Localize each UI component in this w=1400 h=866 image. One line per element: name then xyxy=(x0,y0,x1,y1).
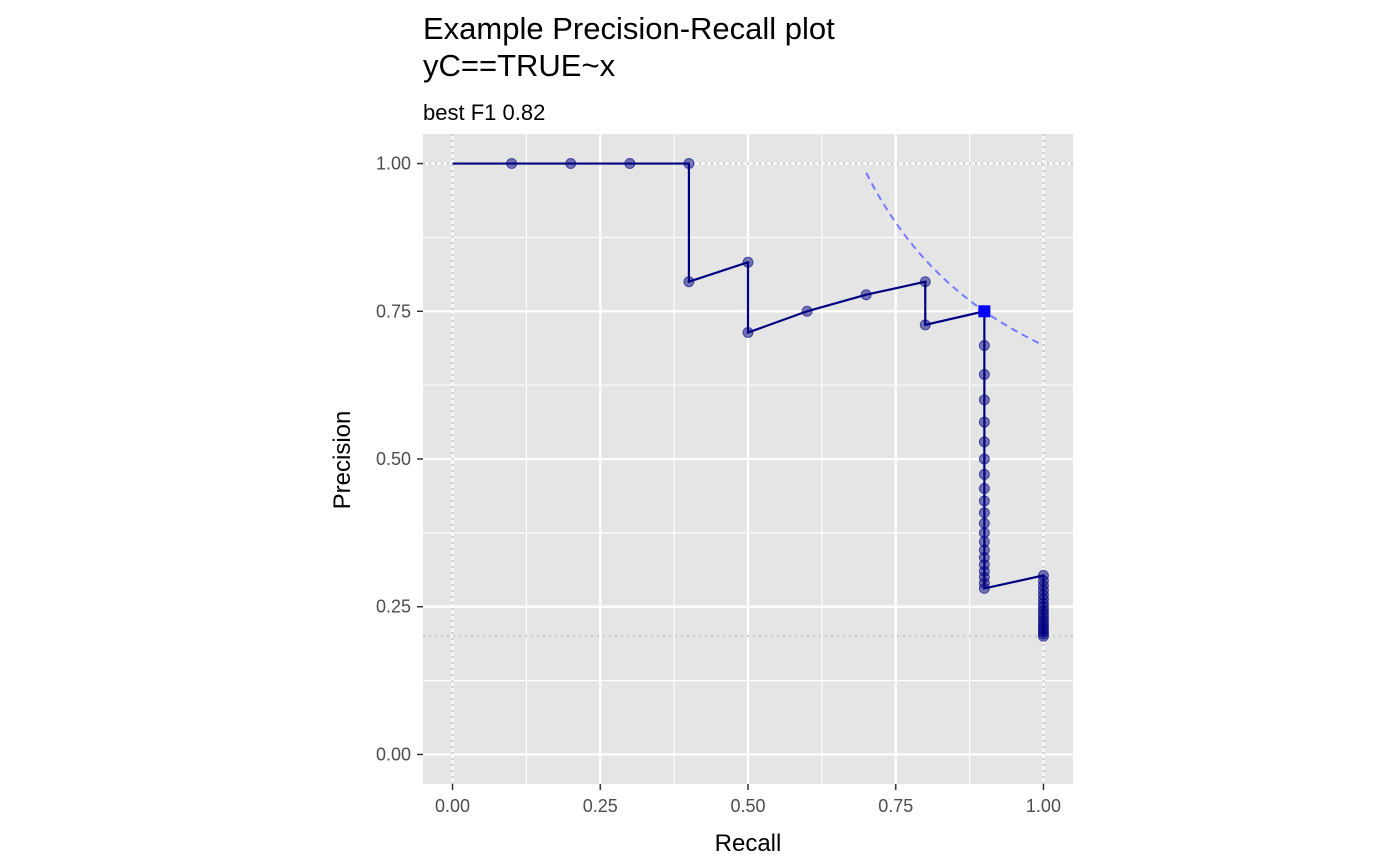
f1-contour-group xyxy=(865,172,1044,347)
y-axis-title: Precision xyxy=(329,411,356,510)
pr-point xyxy=(978,369,990,380)
x-axis: 0.00 0.25 0.50 0.75 1.00 xyxy=(435,784,1061,816)
pr-point xyxy=(978,517,990,529)
pr-point xyxy=(1037,630,1049,642)
pr-point xyxy=(978,340,990,352)
pr-point xyxy=(683,276,695,288)
pr-point xyxy=(860,289,872,301)
pr-point xyxy=(978,507,990,519)
pr-point xyxy=(978,468,990,480)
chart-title-formula: yC==TRUE~x xyxy=(423,48,616,83)
x-tick-label: 0.25 xyxy=(583,796,618,816)
y-tick-label: 0.75 xyxy=(376,301,411,321)
best-point-group xyxy=(978,305,991,318)
pr-point xyxy=(742,256,754,268)
pr-point xyxy=(742,327,754,339)
pr-point xyxy=(801,305,813,317)
f1-contour-line xyxy=(865,172,1044,347)
y-tick-label: 1.00 xyxy=(376,154,411,174)
pr-point xyxy=(978,483,990,495)
pr-point xyxy=(565,158,577,170)
pr-point xyxy=(978,582,990,594)
pr-point xyxy=(683,158,695,170)
pr-point xyxy=(919,276,931,288)
y-tick-label: 0.00 xyxy=(376,744,411,764)
x-axis-title: Recall xyxy=(715,830,782,857)
x-tick-label: 1.00 xyxy=(1026,796,1061,816)
chart-title: Example Precision-Recall plot xyxy=(423,11,835,46)
x-tick-label: 0.75 xyxy=(878,796,913,816)
y-tick-label: 0.25 xyxy=(376,597,411,617)
pr-point xyxy=(978,436,990,448)
pr-point xyxy=(919,319,931,331)
x-tick-label: 0.50 xyxy=(730,796,765,816)
y-axis: 0.00 0.25 0.50 0.75 1.00 xyxy=(376,154,423,764)
pr-point xyxy=(978,416,990,428)
pr-point xyxy=(624,158,636,170)
x-tick-label: 0.00 xyxy=(435,796,470,816)
pr-point xyxy=(506,158,518,170)
pr-point xyxy=(978,495,990,507)
pr-point xyxy=(978,453,990,465)
pr-point xyxy=(978,394,990,406)
best-f1-point xyxy=(978,305,991,318)
chart-subtitle: best F1 0.82 xyxy=(423,100,545,125)
y-tick-label: 0.50 xyxy=(376,449,411,469)
